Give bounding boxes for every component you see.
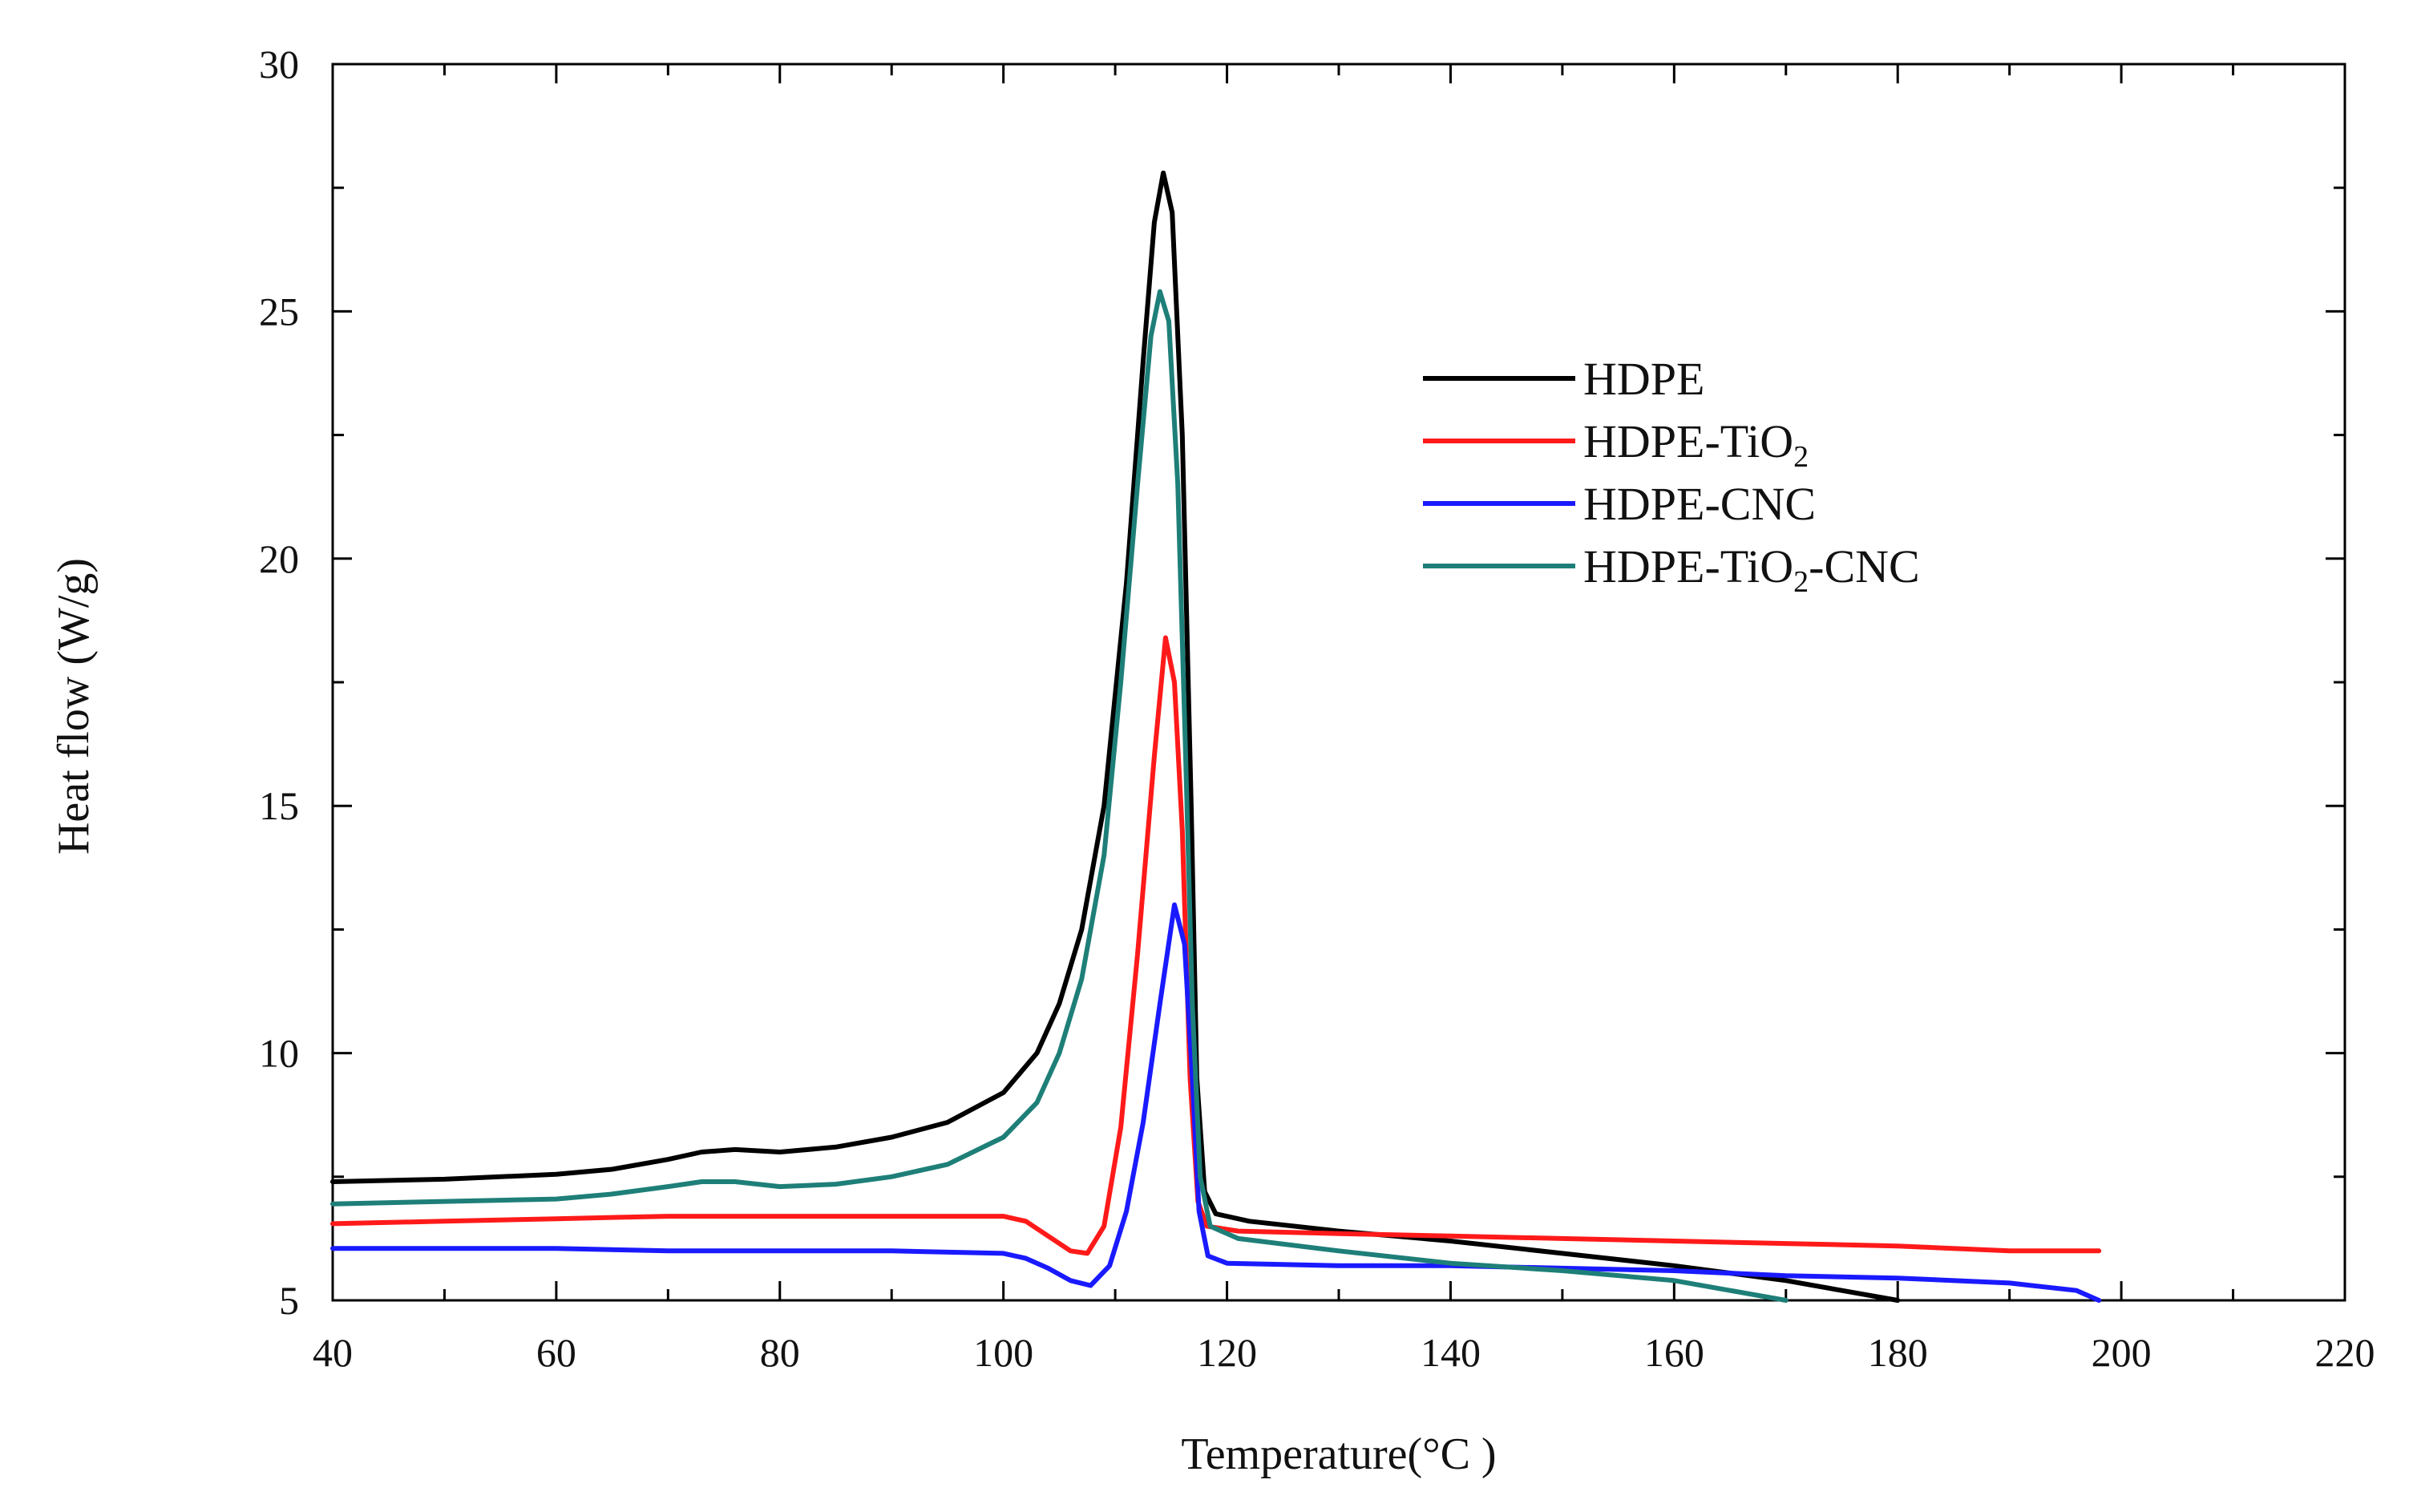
legend-label: HDPE-CNC xyxy=(1583,478,1816,530)
x-tick-label: 40 xyxy=(313,1330,353,1375)
y-tick-label: 20 xyxy=(259,536,299,581)
x-tick-label: 220 xyxy=(2315,1330,2375,1375)
x-tick-label: 160 xyxy=(1644,1330,1704,1375)
y-tick-label: 10 xyxy=(259,1031,299,1076)
plot-frame xyxy=(331,63,2346,1302)
x-tick-label: 60 xyxy=(536,1330,576,1375)
plot-axes xyxy=(331,63,2346,1302)
series-layer xyxy=(330,170,2102,1303)
x-tick-label: 80 xyxy=(760,1330,800,1375)
x-tick-label: 120 xyxy=(1197,1330,1257,1375)
x-tick-label: 140 xyxy=(1421,1330,1481,1375)
x-tick-label: 180 xyxy=(1868,1330,1928,1375)
series-line-hdpe-tio2 xyxy=(330,635,2102,1256)
legend-label: HDPE-TiO2 xyxy=(1583,415,1809,474)
x-tick-label: 200 xyxy=(2092,1330,2152,1375)
y-tick-label: 30 xyxy=(259,42,299,87)
y-tick-label: 15 xyxy=(259,783,299,828)
y-tick-label: 5 xyxy=(279,1278,299,1323)
y-tick-label: 25 xyxy=(259,289,299,334)
legend-label: HDPE xyxy=(1583,353,1704,405)
axis-ticks: 40 60 80 100 120 140 160 180 200 220 5 10 15 20 25 30 xyxy=(259,42,2375,1375)
x-axis-title: Temperature(°C ) xyxy=(1181,1429,1496,1479)
legend-label: HDPE-TiO2-CNC xyxy=(1583,540,1920,599)
series-line-hdpe-tio2-cnc xyxy=(330,289,1789,1303)
series-line-hdpe-cnc xyxy=(330,902,2102,1303)
y-axis-title: Heat flow (W/g) xyxy=(49,558,99,855)
x-tick-label: 100 xyxy=(973,1330,1033,1375)
